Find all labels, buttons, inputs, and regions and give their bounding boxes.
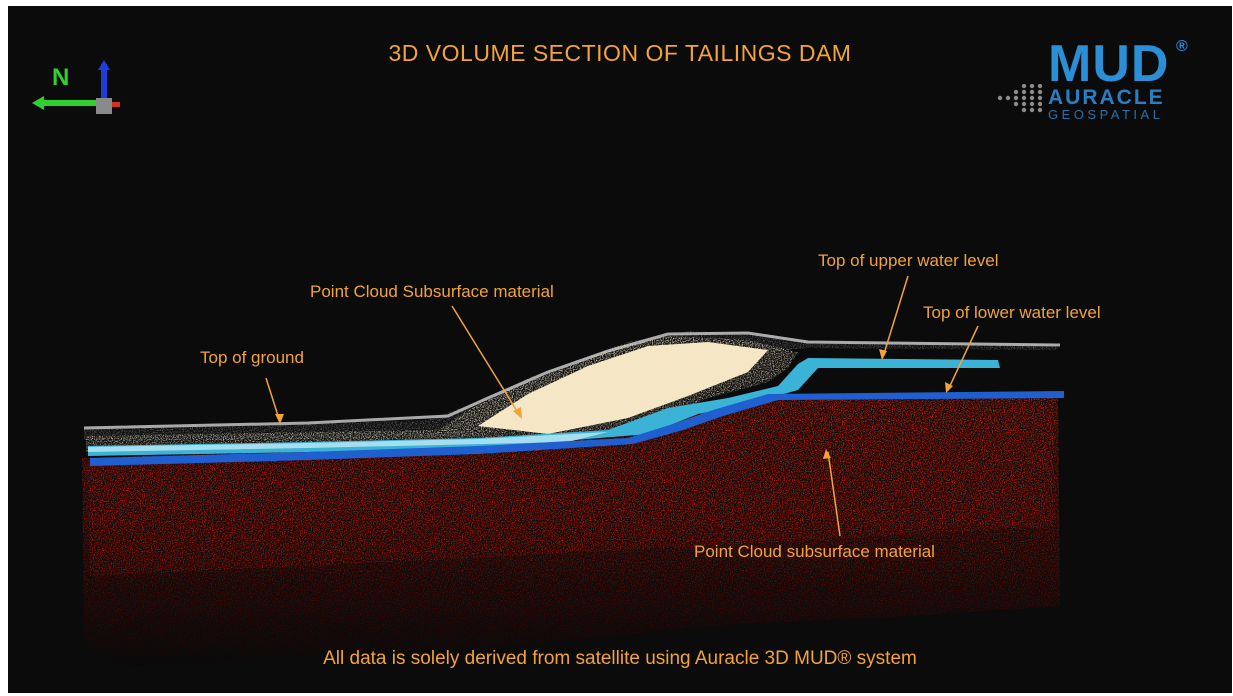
- label-point-cloud-lower: Point Cloud subsurface material: [694, 542, 935, 561]
- arrowhead-point-cloud-lower: [823, 449, 831, 459]
- logo-line2: GEOSPATIAL: [1048, 107, 1164, 122]
- logo-registered-mark: ®: [1176, 38, 1188, 55]
- axis-x-arrow-icon: [32, 96, 44, 110]
- leader-upper-water: [882, 275, 909, 358]
- label-lower-water: Top of lower water level: [923, 303, 1101, 322]
- subsurface-red-core: [88, 398, 1053, 576]
- label-upper-water: Top of upper water level: [818, 251, 999, 270]
- arrowhead-lower-water: [945, 382, 953, 393]
- page-title: 3D VOLUME SECTION OF TAILINGS DAM: [388, 40, 852, 66]
- arrowhead-top-of-ground: [275, 414, 284, 424]
- auracle-logo: MUD ® AURACLE GEOSPATIAL: [996, 35, 1196, 130]
- figure-frame: N 3D VOLUME SECTION OF TAILINGS DAM MUD …: [8, 6, 1232, 693]
- logo-brand: MUD: [1048, 35, 1170, 93]
- upper-water-light: [88, 432, 608, 452]
- footer-note: All data is solely derived from satellit…: [323, 648, 917, 669]
- tailings-mound-core: [478, 342, 768, 434]
- leader-arrowheads: [275, 349, 953, 459]
- leader-lines: [265, 275, 979, 537]
- logo-dot-grid-icon: [997, 84, 1043, 113]
- logo-line1: AURACLE: [1048, 86, 1165, 109]
- ground-top-line: [83, 331, 1061, 430]
- axis-y-icon: [112, 102, 120, 107]
- label-top-of-ground: Top of ground: [200, 348, 304, 367]
- leader-point-cloud-upper: [451, 305, 521, 417]
- axis-z-arrow-icon: [98, 60, 110, 70]
- axis-origin-icon: [96, 98, 112, 114]
- leader-point-cloud-lower: [827, 451, 841, 537]
- arrowhead-point-cloud-upper: [513, 407, 522, 419]
- label-point-cloud-upper: Point Cloud Subsurface material: [310, 282, 554, 301]
- leader-lower-water: [947, 325, 979, 391]
- north-label: N: [52, 64, 70, 91]
- axis-z-icon: [101, 64, 107, 102]
- axis-x-icon: [42, 100, 102, 106]
- dam-cross-section: [82, 275, 1064, 666]
- lower-water-band: [90, 391, 1064, 466]
- orientation-axes: N: [30, 60, 130, 122]
- arrowhead-upper-water: [879, 349, 887, 360]
